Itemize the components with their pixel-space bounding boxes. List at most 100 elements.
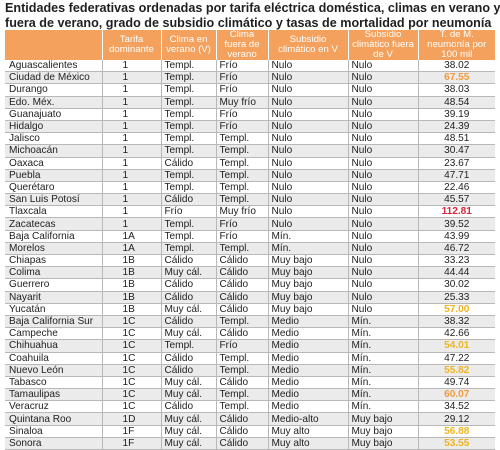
cell-mortalidad: 34.52 [418, 400, 495, 414]
cell-tarifa: 1B [102, 303, 162, 316]
cell-estado: Oaxaca [5, 157, 103, 170]
cell-estado: Tabasco [5, 376, 103, 390]
cell-clima-verano: Cálido [161, 352, 217, 365]
table-row: Quintana Roo 1D Muy cál. Cálido Medio-alto Mu… [5, 412, 495, 426]
cell-estado: Sinaloa [5, 425, 103, 438]
cell-mortalidad: 30.47 [418, 144, 495, 158]
cell-clima-fuera-verano: Frío [216, 108, 269, 121]
cell-estado: Chiapas [5, 254, 103, 268]
table-row: Morelos 1A Templ. Templ. Mín. Nulo 46.72 [5, 242, 495, 256]
cell-subsidio-fuera-verano: Mín. [348, 327, 419, 341]
header-subsidio-fuera-verano: Subsidio climático fuera de V [348, 30, 419, 60]
cell-tarifa: 1C [102, 327, 162, 341]
cell-subsidio-fuera-verano: Nulo [348, 60, 419, 73]
cell-tarifa: 1 [102, 120, 162, 134]
cell-mortalidad: 23.67 [418, 157, 495, 170]
cell-tarifa: 1 [102, 108, 162, 121]
cell-tarifa: 1 [102, 96, 162, 109]
cell-estado: Querétaro [5, 181, 103, 195]
table-row: Tamaulipas 1C Muy cál. Templ. Medio Mín. 60.07 [5, 388, 495, 402]
cell-clima-verano: Templ. [161, 108, 217, 121]
cell-subsidio-verano: Muy bajo [268, 278, 349, 292]
table-row: Guerrero 1B Cálido Cálido Muy bajo Nulo 30.02 [5, 278, 495, 292]
table-row: Veracruz 1C Cálido Templ. Medio Mín. 34.52 [5, 400, 495, 414]
cell-subsidio-verano: Medio [268, 339, 349, 353]
cell-clima-verano: Cálido [161, 315, 217, 329]
cell-mortalidad: 43.99 [418, 230, 495, 243]
cell-tarifa: 1C [102, 352, 162, 365]
cell-mortalidad: 54.01 [418, 339, 495, 353]
cell-subsidio-verano: Muy bajo [268, 291, 349, 304]
cell-subsidio-verano: Nulo [268, 217, 349, 231]
cell-clima-verano: Templ. [161, 83, 217, 97]
cell-subsidio-fuera-verano: Muy bajo [348, 425, 419, 438]
table-header: Tarifa dominante Clima en verano (V) Cli… [5, 30, 495, 60]
cell-estado: Guanajuato [5, 108, 103, 121]
cell-clima-fuera-verano: Templ. [216, 169, 269, 182]
cell-estado: Veracruz [5, 400, 103, 414]
cell-estado: Quintana Roo [5, 412, 103, 426]
table-row: Michoacán 1 Templ. Templ. Nulo Nulo 30.47 [5, 144, 495, 158]
cell-clima-verano: Muy cál. [161, 266, 217, 280]
cell-tarifa: 1C [102, 376, 162, 390]
table-row: Edo. Méx. 1 Templ. Muy frío Nulo Nulo 48.54 [5, 96, 495, 109]
cell-estado: Durango [5, 83, 103, 97]
cell-clima-fuera-verano: Cálido [216, 266, 269, 280]
table-row: Durango 1 Templ. Frío Nulo Nulo 38.03 [5, 83, 495, 97]
table-row: Jalisco 1 Templ. Templ. Nulo Nulo 48.51 [5, 132, 495, 146]
cell-subsidio-verano: Medio [268, 376, 349, 390]
cell-clima-fuera-verano: Templ. [216, 144, 269, 158]
cell-subsidio-verano: Nulo [268, 205, 349, 219]
cell-subsidio-fuera-verano: Nulo [348, 278, 419, 292]
cell-clima-verano: Muy cál. [161, 437, 217, 450]
cell-clima-fuera-verano: Frío [216, 71, 269, 85]
cell-subsidio-fuera-verano: Nulo [348, 120, 419, 134]
cell-clima-verano: Templ. [161, 132, 217, 146]
cell-estado: Tamaulipas [5, 388, 103, 402]
cell-estado: Coahuila [5, 352, 103, 365]
cell-clima-fuera-verano: Cálido [216, 437, 269, 450]
cell-estado: Sonora [5, 437, 103, 450]
cell-clima-fuera-verano: Frío [216, 60, 269, 73]
table-row: Ciudad de México 1 Templ. Frío Nulo Nulo 67.55 [5, 71, 495, 85]
cell-subsidio-fuera-verano: Nulo [348, 132, 419, 146]
cell-subsidio-verano: Medio [268, 315, 349, 329]
cell-clima-fuera-verano: Frío [216, 230, 269, 243]
cell-clima-verano: Templ. [161, 169, 217, 182]
cell-subsidio-verano: Muy bajo [268, 254, 349, 268]
table-row: Colima 1B Muy cál. Cálido Muy bajo Nulo 44.44 [5, 266, 495, 280]
cell-tarifa: 1A [102, 230, 162, 243]
cell-clima-fuera-verano: Templ. [216, 193, 269, 207]
cell-tarifa: 1C [102, 388, 162, 402]
cell-subsidio-verano: Nulo [268, 181, 349, 195]
cell-clima-fuera-verano: Cálido [216, 303, 269, 316]
header-tarifa: Tarifa dominante [102, 30, 162, 60]
cell-subsidio-fuera-verano: Mín. [348, 376, 419, 390]
cell-clima-verano: Frío [161, 205, 217, 219]
cell-mortalidad: 33.23 [418, 254, 495, 268]
cell-tarifa: 1C [102, 315, 162, 329]
cell-subsidio-verano: Muy bajo [268, 303, 349, 316]
cell-mortalidad: 25.33 [418, 291, 495, 304]
cell-clima-fuera-verano: Cálido [216, 254, 269, 268]
cell-tarifa: 1D [102, 412, 162, 426]
cell-estado: Edo. Méx. [5, 96, 103, 109]
cell-tarifa: 1B [102, 291, 162, 304]
cell-tarifa: 1F [102, 425, 162, 438]
cell-clima-verano: Templ. [161, 217, 217, 231]
cell-estado: Chihuahua [5, 339, 103, 353]
cell-clima-fuera-verano: Templ. [216, 315, 269, 329]
cell-tarifa: 1C [102, 364, 162, 377]
cell-clima-fuera-verano: Frío [216, 83, 269, 97]
header-mortalidad: T. de M. neumonía por 100 mil [418, 30, 495, 60]
table-row: Sonora 1F Muy cál. Cálido Muy alto Muy bajo 53… [5, 437, 495, 450]
cell-clima-fuera-verano: Cálido [216, 376, 269, 390]
cell-mortalidad: 48.54 [418, 96, 495, 109]
title-line-1: Entidades federativas ordenadas por tari… [5, 1, 500, 15]
cell-clima-fuera-verano: Templ. [216, 388, 269, 402]
cell-subsidio-verano: Medio [268, 364, 349, 377]
table-row: Aguascalientes 1 Templ. Frío Nulo Nulo 38.02 [5, 60, 495, 73]
cell-mortalidad: 48.51 [418, 132, 495, 146]
cell-tarifa: 1 [102, 60, 162, 73]
header-estado [5, 30, 103, 60]
